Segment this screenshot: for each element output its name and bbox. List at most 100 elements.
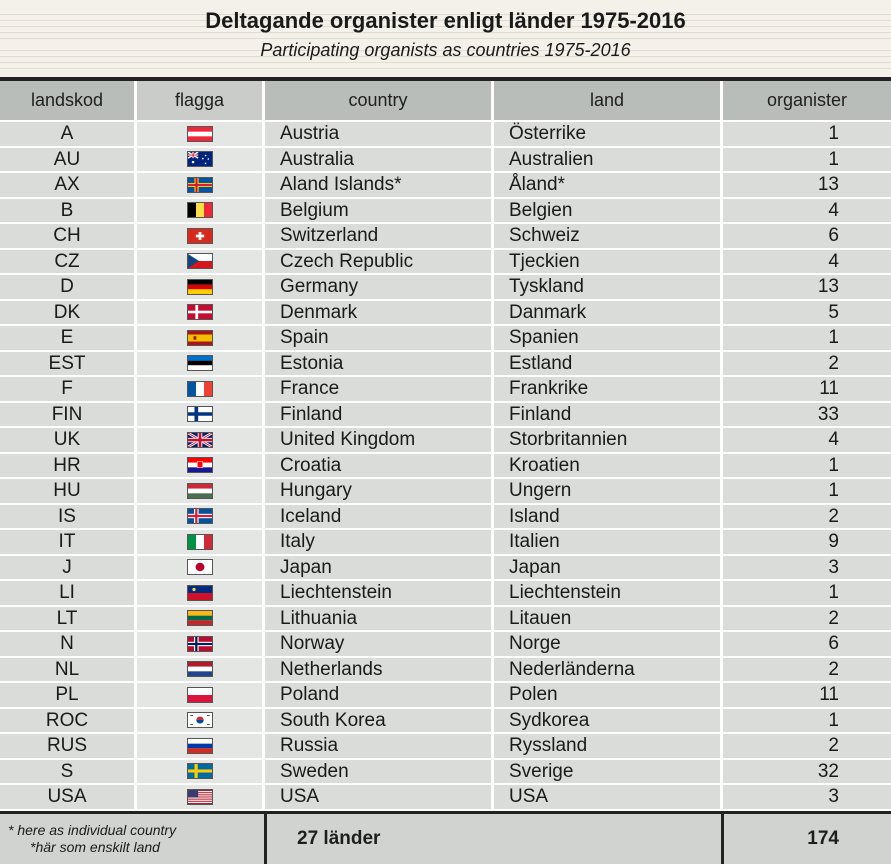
table-row: DK Denmark Danmark 5 (0, 300, 891, 326)
country-code: E (0, 326, 137, 352)
country-code: DK (0, 300, 137, 326)
flag-cell (137, 428, 265, 454)
organist-count: 6 (723, 224, 891, 250)
table-row: D Germany Tyskland 13 (0, 275, 891, 301)
country-code: UK (0, 428, 137, 454)
country-name-sv: Danmark (494, 300, 723, 326)
usa-flag-icon (186, 788, 213, 805)
country-name-en: Estonia (265, 351, 494, 377)
flag-cell (137, 453, 265, 479)
organist-count: 32 (723, 759, 891, 785)
poland-flag-icon (186, 686, 213, 703)
belgium-flag-icon (186, 202, 213, 219)
country-name-sv: Litauen (494, 606, 723, 632)
table-row: ROC South Korea Sydkorea 1 (0, 708, 891, 734)
organist-count: 11 (723, 683, 891, 709)
organist-count: 3 (723, 785, 891, 811)
flag-cell (137, 377, 265, 403)
country-name-en: Liechtenstein (265, 581, 494, 607)
country-code: D (0, 275, 137, 301)
czech-flag-icon (186, 253, 213, 270)
country-code: USA (0, 785, 137, 811)
country-name-sv: Storbritannien (494, 428, 723, 454)
organist-count: 11 (723, 377, 891, 403)
flag-cell (137, 606, 265, 632)
organist-count: 33 (723, 402, 891, 428)
organist-count: 1 (723, 708, 891, 734)
country-name-sv: Kroatien (494, 453, 723, 479)
organist-count: 2 (723, 606, 891, 632)
organist-count: 6 (723, 632, 891, 658)
table-row: B Belgium Belgien 4 (0, 198, 891, 224)
country-name-sv: Spanien (494, 326, 723, 352)
country-name-sv: Estland (494, 351, 723, 377)
country-name-en: Switzerland (265, 224, 494, 250)
country-code: HR (0, 453, 137, 479)
flag-cell (137, 249, 265, 275)
header-divider (0, 77, 891, 81)
country-name-sv: Nederländerna (494, 657, 723, 683)
country-name-sv: Liechtenstein (494, 581, 723, 607)
table-row: S Sweden Sverige 32 (0, 759, 891, 785)
country-name-en: Japan (265, 555, 494, 581)
table-row: UK United Kingdom Storbritannien 4 (0, 428, 891, 454)
country-code: RUS (0, 734, 137, 760)
country-name-en: Denmark (265, 300, 494, 326)
country-name-en: Italy (265, 530, 494, 556)
flag-cell (137, 759, 265, 785)
organist-count: 5 (723, 300, 891, 326)
organist-count: 2 (723, 504, 891, 530)
organist-count: 9 (723, 530, 891, 556)
country-name-en: Norway (265, 632, 494, 658)
flag-cell (137, 555, 265, 581)
organist-count: 1 (723, 453, 891, 479)
switzerland-flag-icon (186, 227, 213, 244)
table-header: landskod flagga country land organister (0, 81, 891, 122)
country-name-sv: Polen (494, 683, 723, 709)
table-row: CZ Czech Republic Tjeckien 4 (0, 249, 891, 275)
hungary-flag-icon (186, 482, 213, 499)
uk-flag-icon (186, 431, 213, 448)
table-row: J Japan Japan 3 (0, 555, 891, 581)
table-row: HU Hungary Ungern 1 (0, 479, 891, 505)
flag-cell (137, 479, 265, 505)
country-code: CH (0, 224, 137, 250)
country-name-sv: Tjeckien (494, 249, 723, 275)
column-header-country: country (265, 81, 494, 120)
organist-count: 4 (723, 428, 891, 454)
country-code: A (0, 122, 137, 148)
country-name-sv: Schweiz (494, 224, 723, 250)
japan-flag-icon (186, 559, 213, 576)
country-code: LI (0, 581, 137, 607)
country-code: F (0, 377, 137, 403)
country-code: AX (0, 173, 137, 199)
australia-flag-icon (186, 151, 213, 168)
table-row: FIN Finland Finland 33 (0, 402, 891, 428)
table-row: E Spain Spanien 1 (0, 326, 891, 352)
country-name-sv: Ryssland (494, 734, 723, 760)
flag-cell (137, 198, 265, 224)
country-name-sv: Norge (494, 632, 723, 658)
country-code: ROC (0, 708, 137, 734)
table-footer: * here as individual country *här som en… (0, 810, 891, 864)
country-name-sv: Belgien (494, 198, 723, 224)
table-row: HR Croatia Kroatien 1 (0, 453, 891, 479)
country-name-en: Iceland (265, 504, 494, 530)
germany-flag-icon (186, 278, 213, 295)
country-name-en: Netherlands (265, 657, 494, 683)
country-name-sv: Tyskland (494, 275, 723, 301)
footnote: * here as individual country *här som en… (0, 814, 264, 864)
flag-cell (137, 785, 265, 811)
table-row: IT Italy Italien 9 (0, 530, 891, 556)
flag-cell (137, 224, 265, 250)
table-body: A Austria Österrike 1 AU Australia Australien 1… (0, 122, 891, 811)
flag-cell (137, 504, 265, 530)
footnote-swedish: *här som enskilt land (30, 838, 160, 855)
country-name-en: Belgium (265, 198, 494, 224)
country-name-en: South Korea (265, 708, 494, 734)
organist-count: 4 (723, 198, 891, 224)
flag-cell (137, 122, 265, 148)
country-name-sv: Finland (494, 402, 723, 428)
denmark-flag-icon (186, 304, 213, 321)
austria-flag-icon (186, 125, 213, 142)
